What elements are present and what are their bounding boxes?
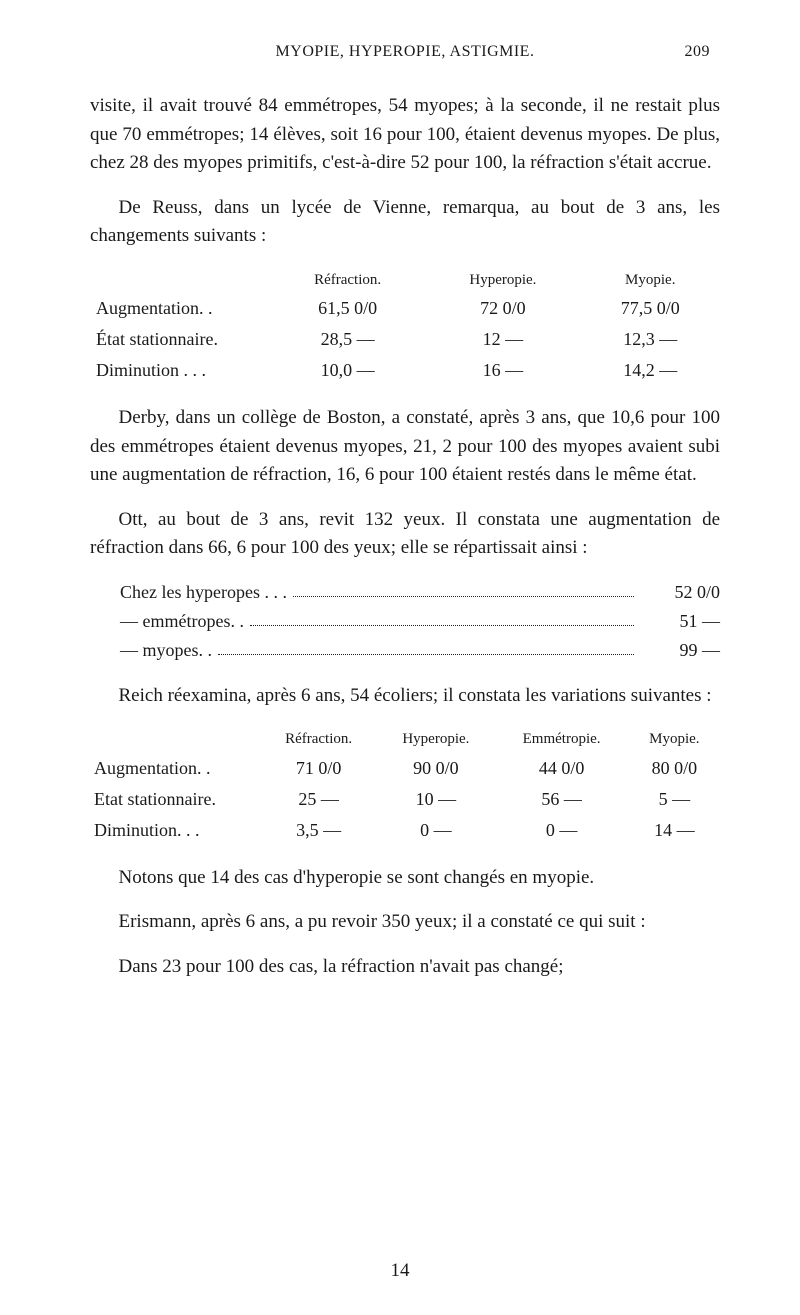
- table-header: [90, 267, 270, 294]
- table-cell: 0 —: [495, 815, 629, 846]
- header-page-number: 209: [660, 40, 710, 64]
- table-cell: 77,5 0/0: [581, 293, 720, 324]
- paragraph-6: Notons que 14 des cas d'hyperopie se son…: [90, 864, 720, 893]
- list-value: 51 —: [640, 608, 720, 635]
- footer-page-number: 14: [0, 1257, 800, 1286]
- table-cell: 3,5 —: [260, 815, 377, 846]
- paragraph-8: Dans 23 pour 100 des cas, la réfraction …: [90, 953, 720, 982]
- list-value: 52 0/0: [640, 579, 720, 606]
- paragraph-2: De Reuss, dans un lycée de Vienne, remar…: [90, 194, 720, 251]
- list-item: Chez les hyperopes . . . 52 0/0: [120, 579, 720, 606]
- table-cell: 10 —: [377, 784, 494, 815]
- table-variations: Réfraction. Hyperopie. Emmétropie. Myopi…: [90, 726, 720, 846]
- list-dots: [293, 579, 634, 597]
- table-row: Réfraction. Hyperopie. Emmétropie. Myopi…: [90, 726, 720, 753]
- list-dots: [218, 637, 634, 655]
- paragraph-5: Reich réexamina, après 6 ans, 54 écolier…: [90, 682, 720, 711]
- table-cell: État stationnaire.: [90, 324, 270, 355]
- table-row: Augmentation. . 61,5 0/0 72 0/0 77,5 0/0: [90, 293, 720, 324]
- table-cell: 90 0/0: [377, 753, 494, 784]
- list-label: — myopes. .: [120, 637, 212, 664]
- paragraph-1: visite, il avait trouvé 84 emmétropes, 5…: [90, 92, 720, 178]
- table-cell: 12 —: [425, 324, 580, 355]
- table-cell: 80 0/0: [629, 753, 720, 784]
- table-cell: Etat stationnaire.: [90, 784, 260, 815]
- table-cell: 61,5 0/0: [270, 293, 425, 324]
- table-cell: 44 0/0: [495, 753, 629, 784]
- list-item: — emmétropes. . 51 —: [120, 608, 720, 635]
- table-cell: Augmentation. .: [90, 293, 270, 324]
- table-row: État stationnaire. 28,5 — 12 — 12,3 —: [90, 324, 720, 355]
- paragraph-4: Ott, au bout de 3 ans, revit 132 yeux. I…: [90, 506, 720, 563]
- table-cell: 12,3 —: [581, 324, 720, 355]
- table-cell: Diminution. . .: [90, 815, 260, 846]
- table-row: Diminution . . . 10,0 — 16 — 14,2 —: [90, 355, 720, 386]
- table-cell: 28,5 —: [270, 324, 425, 355]
- paragraph-3: Derby, dans un collège de Boston, a cons…: [90, 404, 720, 490]
- table-header: Hyperopie.: [377, 726, 494, 753]
- header-spacer: [100, 40, 150, 64]
- list-value: 99 —: [640, 637, 720, 664]
- table-cell: 14 —: [629, 815, 720, 846]
- table-header: Réfraction.: [260, 726, 377, 753]
- paragraph-7: Erismann, après 6 ans, a pu revoir 350 y…: [90, 908, 720, 937]
- table-cell: 10,0 —: [270, 355, 425, 386]
- table-row: Réfraction. Hyperopie. Myopie.: [90, 267, 720, 294]
- table-header: Myopie.: [581, 267, 720, 294]
- header-title: MYOPIE, HYPEROPIE, ASTIGMIE.: [150, 40, 660, 64]
- list-dots: [250, 608, 634, 626]
- table-header: Myopie.: [629, 726, 720, 753]
- list-repartition: Chez les hyperopes . . . 52 0/0 — emmétr…: [120, 579, 720, 664]
- table-cell: 5 —: [629, 784, 720, 815]
- table-cell: 16 —: [425, 355, 580, 386]
- table-header: [90, 726, 260, 753]
- page-header: MYOPIE, HYPEROPIE, ASTIGMIE. 209: [90, 40, 720, 64]
- list-item: — myopes. . 99 —: [120, 637, 720, 664]
- list-label: — emmétropes. .: [120, 608, 244, 635]
- table-changements: Réfraction. Hyperopie. Myopie. Augmentat…: [90, 267, 720, 387]
- table-cell: Augmentation. .: [90, 753, 260, 784]
- table-cell: 71 0/0: [260, 753, 377, 784]
- table-cell: 56 —: [495, 784, 629, 815]
- table-cell: 0 —: [377, 815, 494, 846]
- table-row: Etat stationnaire. 25 — 10 — 56 — 5 —: [90, 784, 720, 815]
- table-cell: 25 —: [260, 784, 377, 815]
- table-cell: Diminution . . .: [90, 355, 270, 386]
- table-row: Diminution. . . 3,5 — 0 — 0 — 14 —: [90, 815, 720, 846]
- table-header: Emmétropie.: [495, 726, 629, 753]
- table-cell: 14,2 —: [581, 355, 720, 386]
- table-header: Réfraction.: [270, 267, 425, 294]
- list-label: Chez les hyperopes . . .: [120, 579, 287, 606]
- table-row: Augmentation. . 71 0/0 90 0/0 44 0/0 80 …: [90, 753, 720, 784]
- table-cell: 72 0/0: [425, 293, 580, 324]
- table-header: Hyperopie.: [425, 267, 580, 294]
